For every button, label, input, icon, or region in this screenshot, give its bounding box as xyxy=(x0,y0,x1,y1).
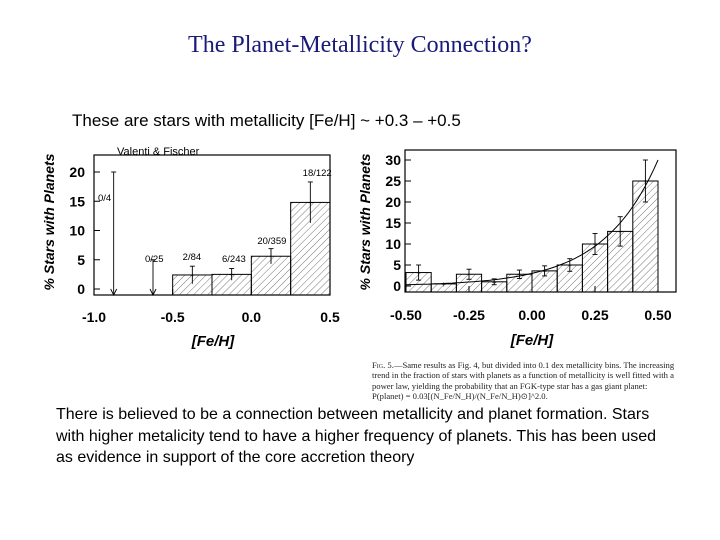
left-data-point: + xyxy=(269,252,274,261)
figure-caption: Fig. 5.—Same results as Fig. 4, but divi… xyxy=(372,360,680,402)
left-ytick-label: 15 xyxy=(69,193,85,209)
right-ytick-label: 20 xyxy=(385,194,401,210)
right-xtick-label: -0.25 xyxy=(453,307,485,323)
right-data-point: + xyxy=(593,240,598,249)
left-upper-limit-arrow xyxy=(149,288,157,297)
left-bin-label: 2/84 xyxy=(183,252,202,263)
left-ytick-label: 5 xyxy=(77,252,85,268)
left-upper-limit-arrow xyxy=(110,288,118,297)
left-ytick-label: 10 xyxy=(69,223,85,239)
left-ytick-label: 20 xyxy=(69,164,85,180)
right-ytick-label: 25 xyxy=(385,173,401,189)
right-power-law-fit xyxy=(405,159,659,286)
right-y-axis-label: % Stars with Planets xyxy=(357,153,373,290)
right-xtick-label: 0.00 xyxy=(518,307,545,323)
left-bin-label: 0/25 xyxy=(145,254,164,265)
caption-text: —Same results as Fig. 4, but divided int… xyxy=(372,360,675,402)
left-data-point: + xyxy=(229,270,234,279)
left-xtick-label: 0.0 xyxy=(242,309,262,325)
left-data-point: + xyxy=(190,271,195,280)
left-bin-label: 6/243 xyxy=(222,254,246,265)
right-xtick-label: 0.25 xyxy=(581,307,608,323)
chart-right: + + + + + + + + + +0 5 10 15 20 25 30 -0.50 -0.25 0.00 0.25… xyxy=(357,149,677,349)
right-data-point: + xyxy=(618,227,623,236)
left-x-axis-label: [Fe/H] xyxy=(191,333,236,350)
right-data-point: + xyxy=(517,270,522,279)
right-data-point: + xyxy=(567,261,572,270)
right-data-point: + xyxy=(441,280,446,289)
chart-left: 0/4 0/25 +2/84 +6/243 +20/359 +18/122 0 5 10 15 20… xyxy=(41,153,340,350)
right-ytick-label: 15 xyxy=(385,215,401,231)
left-bin-label: 20/359 xyxy=(257,236,286,247)
left-xtick-label: -1.0 xyxy=(82,309,106,325)
right-ytick-label: 30 xyxy=(385,152,401,168)
right-xtick-label: 0.50 xyxy=(644,307,671,323)
right-data-point: + xyxy=(542,267,547,276)
left-data-point: + xyxy=(308,198,313,207)
slide-subtitle: These are stars with metallicity [Fe/H] … xyxy=(72,111,461,130)
right-ytick-label: 10 xyxy=(385,236,401,252)
body-paragraph: There is believed to be a connection bet… xyxy=(56,404,666,469)
caption-label: Fig. 5. xyxy=(372,360,394,370)
right-data-point: + xyxy=(416,269,421,278)
left-y-axis-label: % Stars with Planets xyxy=(41,153,57,290)
right-x-axis-label: [Fe/H] xyxy=(510,332,555,349)
right-ytick-label: 0 xyxy=(393,278,401,294)
left-bin-label: 0/4 xyxy=(98,193,111,204)
right-xtick-label: -0.50 xyxy=(390,307,422,323)
left-xtick-label: -0.5 xyxy=(161,309,185,325)
slide-title: The Planet-Metallicity Connection? xyxy=(188,32,532,58)
right-data-point: + xyxy=(643,177,648,186)
right-data-point: + xyxy=(492,278,497,287)
right-ytick-label: 5 xyxy=(393,257,401,273)
right-data-point: + xyxy=(467,270,472,279)
left-bin-label: 18/122 xyxy=(303,168,332,179)
left-ytick-label: 0 xyxy=(77,281,85,297)
left-xtick-label: 0.5 xyxy=(320,309,340,325)
